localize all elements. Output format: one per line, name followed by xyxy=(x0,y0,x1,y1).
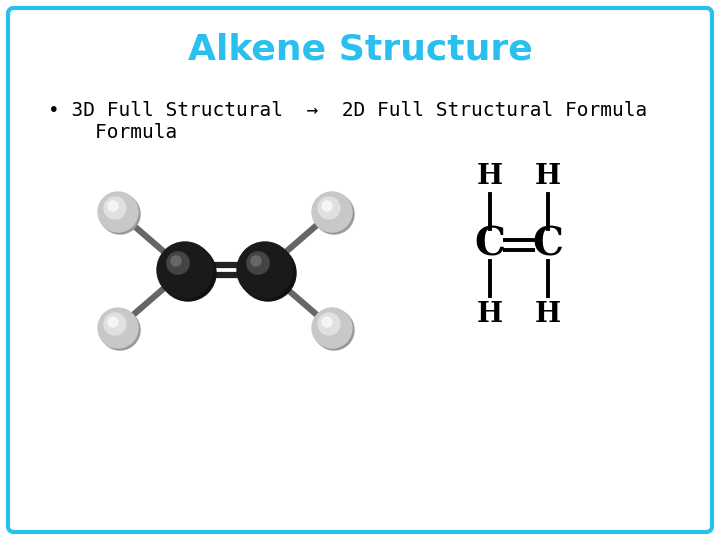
Circle shape xyxy=(314,194,354,234)
Circle shape xyxy=(108,201,118,211)
Circle shape xyxy=(318,197,340,219)
Circle shape xyxy=(100,310,140,350)
Circle shape xyxy=(98,308,138,348)
Text: Alkene Structure: Alkene Structure xyxy=(188,33,532,67)
Text: • 3D Full Structural  →  2D Full Structural Formula: • 3D Full Structural → 2D Full Structura… xyxy=(48,100,647,119)
Circle shape xyxy=(157,242,213,298)
Circle shape xyxy=(312,192,352,232)
Circle shape xyxy=(314,310,354,350)
Circle shape xyxy=(312,308,352,348)
Text: H: H xyxy=(535,300,561,327)
Circle shape xyxy=(240,245,296,301)
Text: H: H xyxy=(477,163,503,190)
Circle shape xyxy=(171,256,181,266)
Text: H: H xyxy=(477,300,503,327)
Circle shape xyxy=(237,242,293,298)
Circle shape xyxy=(108,317,118,327)
Circle shape xyxy=(322,317,332,327)
Text: Formula: Formula xyxy=(48,123,177,141)
Circle shape xyxy=(104,197,126,219)
Circle shape xyxy=(251,256,261,266)
Circle shape xyxy=(322,201,332,211)
Text: C: C xyxy=(474,226,505,264)
Circle shape xyxy=(247,252,269,274)
Circle shape xyxy=(160,245,216,301)
Circle shape xyxy=(318,313,340,335)
Text: C: C xyxy=(533,226,564,264)
Circle shape xyxy=(104,313,126,335)
Circle shape xyxy=(98,192,138,232)
Circle shape xyxy=(100,194,140,234)
Text: H: H xyxy=(535,163,561,190)
FancyBboxPatch shape xyxy=(8,8,712,532)
Circle shape xyxy=(167,252,189,274)
